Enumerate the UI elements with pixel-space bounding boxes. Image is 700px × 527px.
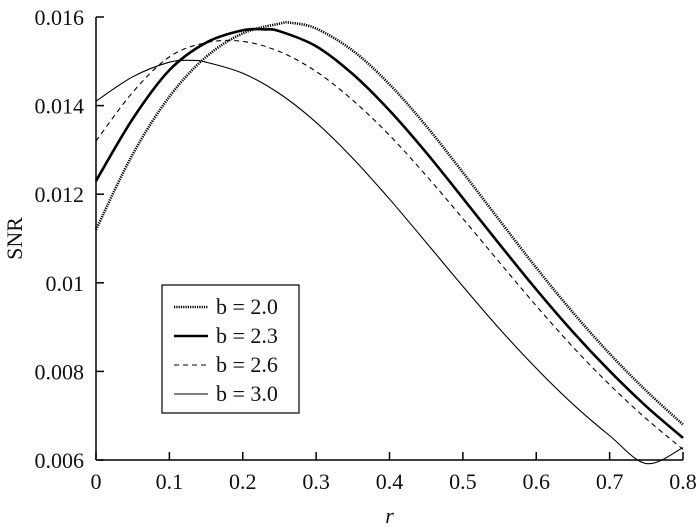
x-axis-label: r [385,503,394,527]
x-tick-label: 0.5 [449,469,477,494]
y-axis-label: SNR [2,217,27,260]
y-tick-label: 0.006 [35,448,85,473]
series-line-3 [95,59,684,465]
legend-box [161,284,300,414]
x-tick-label: 0.4 [376,469,404,494]
x-tick-label: 0.7 [596,469,624,494]
y-axis: 0.006 0.008 0.01 0.012 0.014 0.016 [35,5,104,473]
y-tick-label: 0.016 [35,5,85,30]
x-tick-label: 0.6 [523,469,551,494]
series-line-2 [95,39,684,450]
y-tick-label: 0.01 [46,271,85,296]
legend-items: b = 2.0 b = 2.3 b = 2.6 b = 3.0 [174,294,278,406]
legend-label-0: b = 2.0 [216,294,278,319]
x-tick-label: 0.1 [156,469,184,494]
legend-label-1: b = 2.3 [216,323,278,348]
legend-label-2: b = 2.6 [216,352,278,377]
x-tick-label: 0.8 [669,469,697,494]
x-tick-label: 0.3 [302,469,330,494]
legend: b = 2.0 b = 2.3 b = 2.6 b = 3.0 [161,284,300,414]
y-tick-label: 0.014 [35,94,85,119]
x-tick-label: 0 [91,469,102,494]
y-tick-label: 0.008 [35,359,85,384]
series-line-1 [94,27,684,439]
x-tick-label: 0.2 [229,469,257,494]
y-tick-label: 0.012 [35,182,85,207]
legend-label-3: b = 3.0 [216,381,278,406]
series-layer [94,20,684,465]
x-axis: 0 0.1 0.2 0.3 0.4 0.5 0.6 0.7 0.8 [91,452,697,494]
